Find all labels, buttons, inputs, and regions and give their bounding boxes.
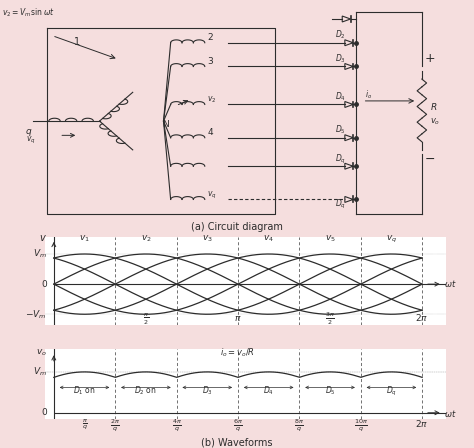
Text: N: N: [163, 120, 169, 129]
Text: q: q: [26, 127, 32, 136]
Text: $v_q$: $v_q$: [26, 135, 36, 146]
Text: $v_4$: $v_4$: [263, 234, 274, 244]
Text: $D_5$: $D_5$: [335, 124, 346, 137]
Text: $v$: $v$: [39, 233, 47, 243]
Text: 0: 0: [41, 280, 47, 289]
Text: 4: 4: [207, 128, 213, 137]
Text: 2: 2: [207, 33, 213, 42]
Text: $\frac{\pi}{2}$: $\frac{\pi}{2}$: [143, 312, 149, 327]
Text: $v_2$: $v_2$: [140, 234, 151, 244]
Text: $\omega t$: $\omega t$: [445, 278, 457, 289]
Text: $\frac{2\pi}{q}$: $\frac{2\pi}{q}$: [110, 418, 120, 434]
Text: 3: 3: [207, 56, 213, 66]
Text: 0: 0: [41, 408, 47, 417]
Text: $v_2$: $v_2$: [207, 95, 217, 105]
Text: −: −: [424, 153, 435, 166]
Text: $V_m$: $V_m$: [33, 248, 47, 260]
Text: $D_3$: $D_3$: [335, 53, 346, 65]
Text: $\pi$: $\pi$: [234, 314, 242, 323]
Text: $v_2 = V_m \sin\,\omega t$: $v_2 = V_m \sin\,\omega t$: [2, 6, 55, 19]
Text: $v_1$: $v_1$: [79, 234, 90, 244]
Text: $D_1$ on: $D_1$ on: [73, 385, 96, 397]
Text: 1: 1: [73, 37, 80, 47]
Text: $D_4$: $D_4$: [263, 385, 274, 397]
Text: $\frac{4\pi}{q}$: $\frac{4\pi}{q}$: [172, 418, 182, 434]
Text: $D_3$: $D_3$: [202, 385, 213, 397]
Text: $v_o$: $v_o$: [430, 116, 441, 127]
Text: (a) Circuit diagram: (a) Circuit diagram: [191, 222, 283, 233]
Text: +: +: [424, 52, 435, 65]
Text: $\frac{6\pi}{q}$: $\frac{6\pi}{q}$: [233, 418, 243, 434]
Text: $i_o = v_o/R$: $i_o = v_o/R$: [220, 347, 255, 359]
Text: $i_o$: $i_o$: [365, 88, 372, 101]
Text: $D_q$: $D_q$: [335, 153, 346, 166]
Text: $V_m$: $V_m$: [33, 366, 47, 378]
Text: $v_o$: $v_o$: [36, 348, 47, 358]
Text: $D_2$ on: $D_2$ on: [135, 385, 157, 397]
Text: $2\pi$: $2\pi$: [416, 312, 429, 323]
Text: $\frac{10\pi}{q}$: $\frac{10\pi}{q}$: [354, 418, 368, 434]
Text: $D_q$: $D_q$: [335, 198, 346, 211]
Text: $\frac{\pi}{q}$: $\frac{\pi}{q}$: [82, 418, 88, 432]
Text: R: R: [430, 103, 437, 112]
Text: $D_5$: $D_5$: [325, 385, 336, 397]
Text: (b) Waveforms: (b) Waveforms: [201, 438, 273, 448]
Text: $2\pi$: $2\pi$: [416, 418, 429, 429]
Text: $D_2$: $D_2$: [335, 29, 346, 42]
Text: $\frac{3\pi}{2}$: $\frac{3\pi}{2}$: [325, 310, 335, 327]
Text: $v_q$: $v_q$: [386, 234, 397, 245]
Text: $-V_m$: $-V_m$: [25, 308, 47, 320]
Text: $D_q$: $D_q$: [386, 385, 397, 398]
Text: $v_5$: $v_5$: [325, 234, 336, 244]
Text: $v_3$: $v_3$: [202, 234, 213, 244]
Text: $\frac{8\pi}{q}$: $\frac{8\pi}{q}$: [294, 418, 304, 434]
Text: $D_4$: $D_4$: [335, 91, 346, 103]
Text: $\omega t$: $\omega t$: [445, 408, 457, 419]
Text: $v_q$: $v_q$: [207, 190, 217, 201]
